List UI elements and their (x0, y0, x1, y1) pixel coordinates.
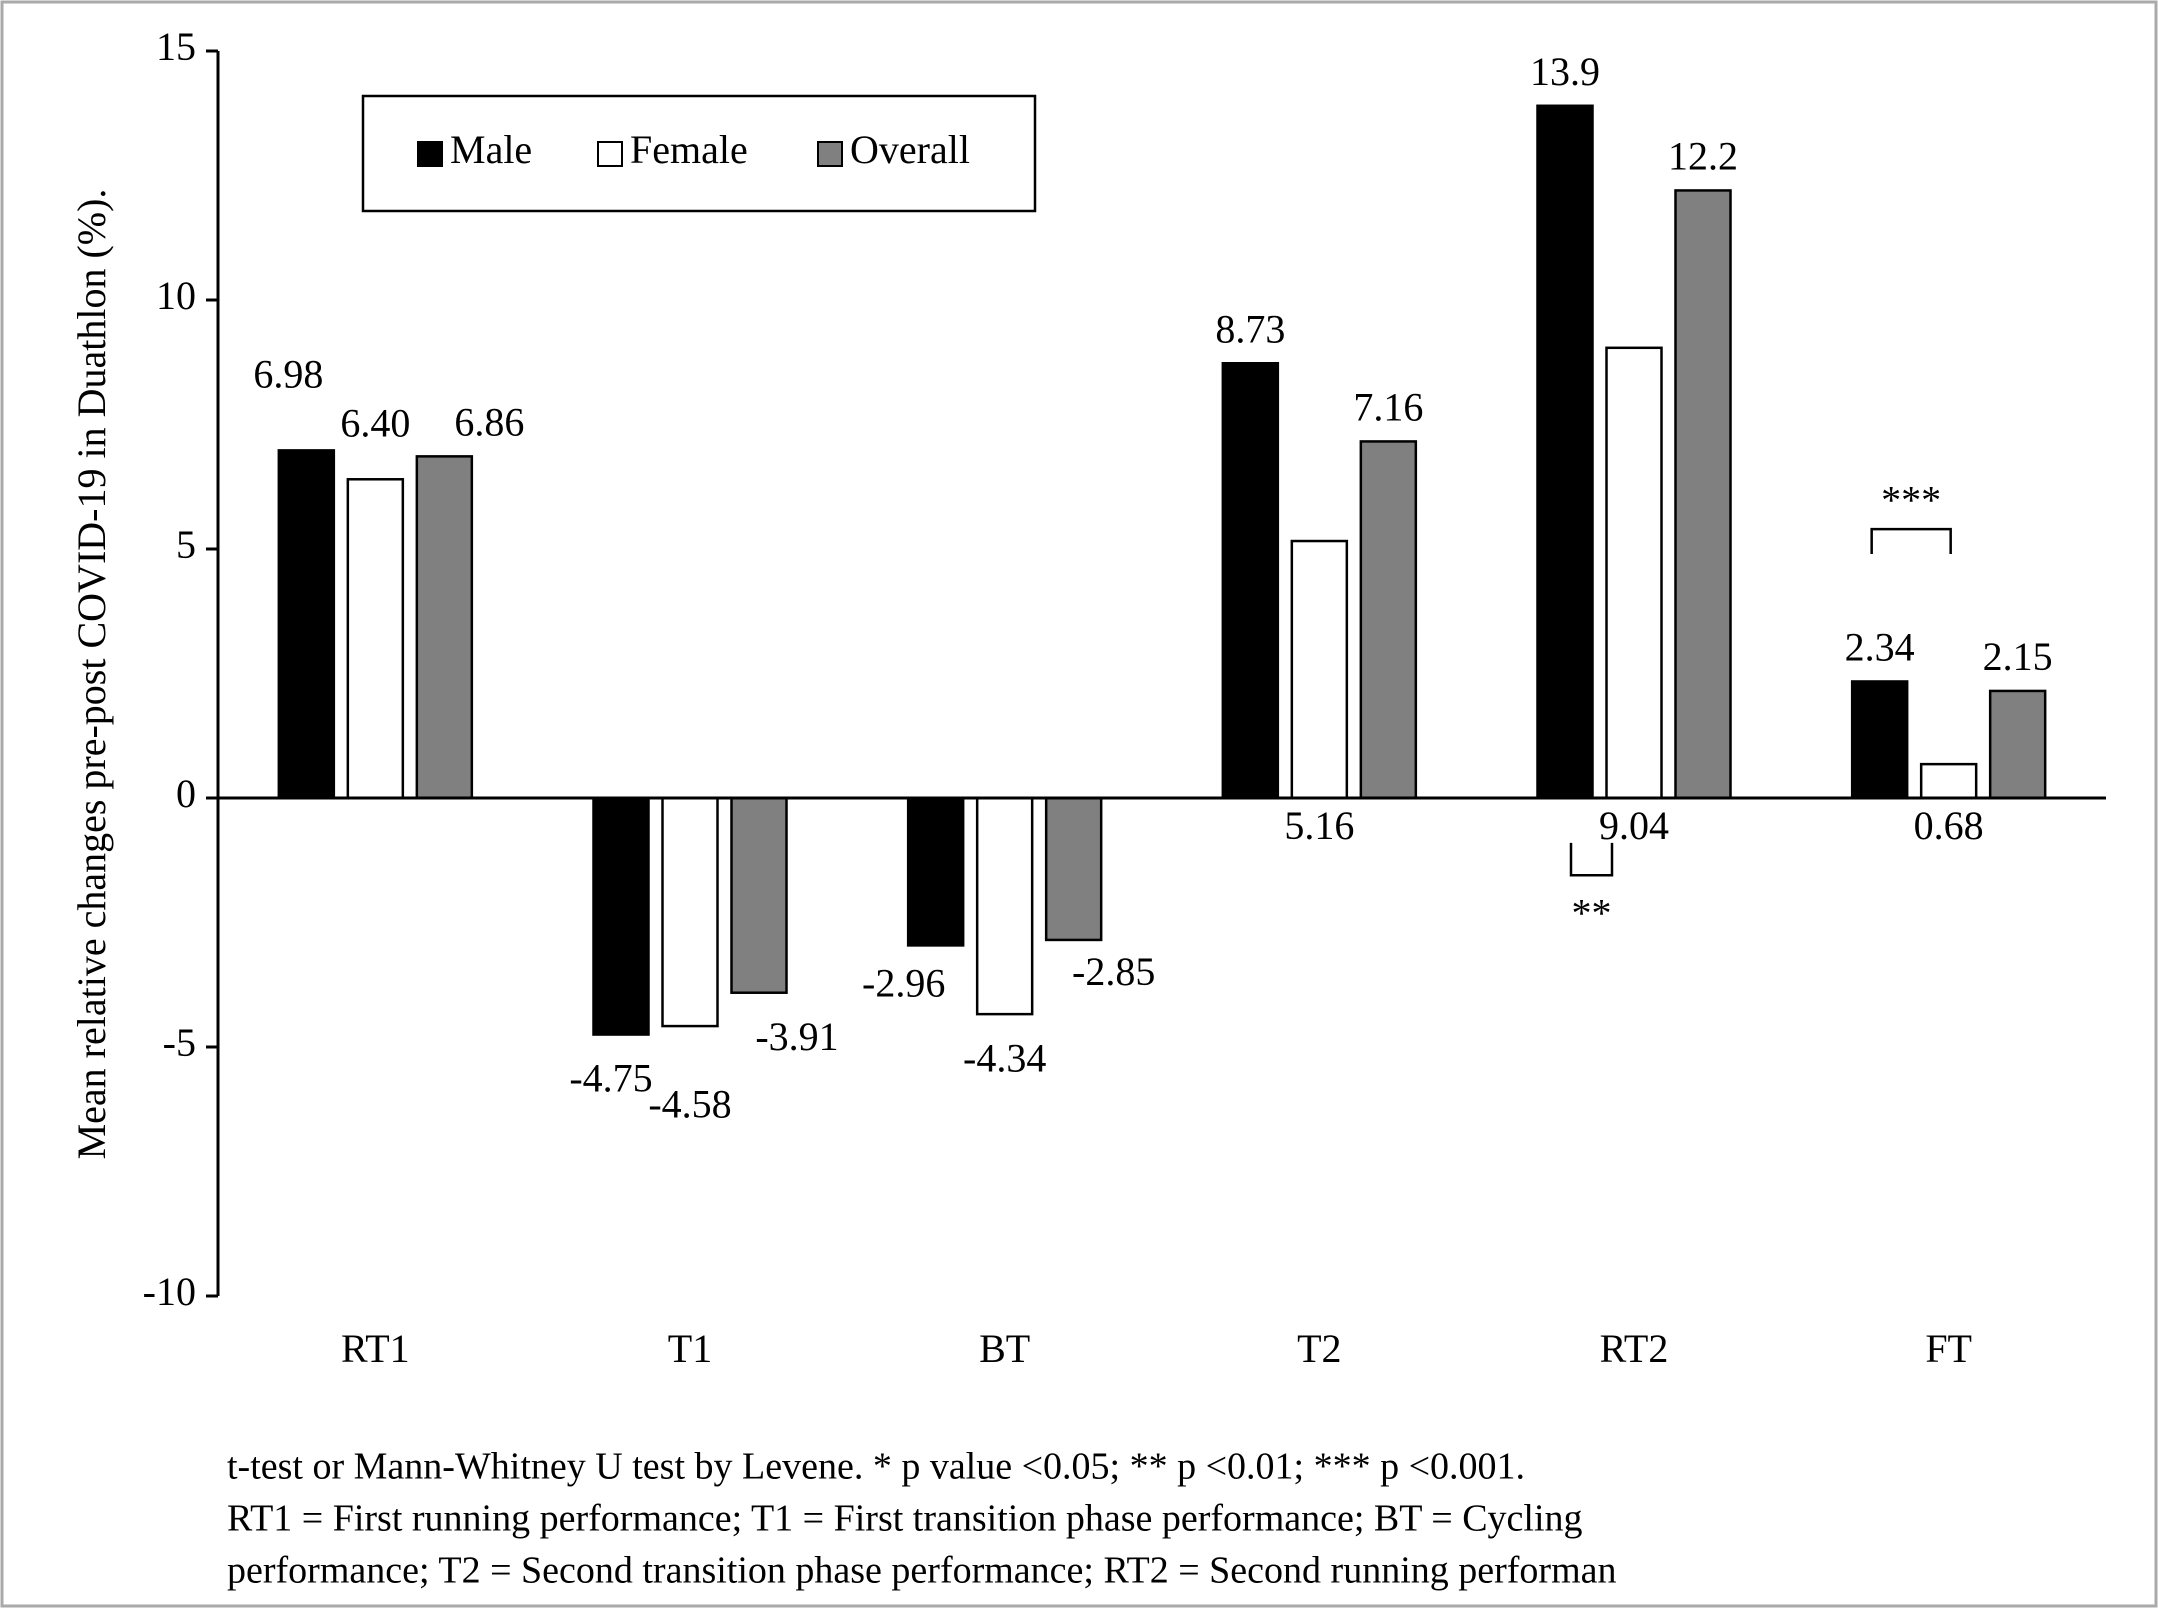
x-tick-label: RT2 (1600, 1326, 1669, 1371)
bracket (1870, 527, 1952, 554)
bar (346, 478, 405, 800)
value-label: -4.34 (963, 1035, 1046, 1080)
legend-box (361, 94, 1037, 213)
bar (975, 796, 1034, 1016)
y-tick-label: -5 (163, 1020, 196, 1065)
annotation: *** (1881, 477, 1941, 522)
value-label: 6.98 (253, 352, 323, 397)
y-tick-label: -10 (143, 1269, 196, 1314)
legend-label: Overall (850, 127, 970, 172)
bar (1850, 680, 1909, 800)
value-label: -4.75 (569, 1056, 652, 1101)
value-label: 0.68 (1914, 803, 1984, 848)
bar (1919, 762, 1978, 800)
bar (906, 796, 965, 947)
bar (730, 796, 788, 994)
x-tick-label: T2 (1297, 1326, 1341, 1371)
annotation: ** (1572, 891, 1612, 936)
y-axis-label: Mean relative changes pre-post COVID-19 … (69, 189, 114, 1160)
x-tick-label: FT (1925, 1326, 1972, 1371)
bar (1988, 689, 2047, 800)
bar (1221, 361, 1280, 800)
bar (661, 796, 719, 1028)
y-tick-label: 10 (156, 273, 196, 318)
bracket (1569, 842, 1614, 877)
value-label: 12.2 (1668, 134, 1738, 179)
legend-swatch (817, 141, 843, 167)
value-label: 6.86 (454, 400, 524, 445)
bar (1674, 189, 1732, 800)
legend-swatch (417, 141, 443, 167)
value-label: 5.16 (1284, 803, 1354, 848)
bar (415, 455, 474, 800)
legend-swatch (597, 141, 623, 167)
x-tick-label: RT1 (341, 1326, 410, 1371)
bar (1359, 440, 1418, 800)
footnote: RT1 = First running performance; T1 = Fi… (227, 1498, 1583, 1540)
value-label: 6.40 (340, 400, 410, 445)
legend-label: Male (450, 127, 532, 172)
value-label: 9.04 (1599, 803, 1669, 848)
bar (1536, 104, 1594, 800)
footnote: t-test or Mann-Whitney U test by Levene.… (227, 1446, 1525, 1488)
value-label: 7.16 (1353, 385, 1423, 430)
y-tick-label: 15 (156, 24, 196, 69)
y-tick-label: 5 (176, 522, 196, 567)
value-label: -2.96 (862, 961, 945, 1006)
bar (1290, 539, 1349, 800)
legend-label: Female (630, 127, 748, 172)
bar (1605, 346, 1663, 800)
value-label: 2.15 (1983, 634, 2053, 679)
value-label: -3.91 (755, 1014, 838, 1059)
bar (592, 796, 650, 1036)
x-tick-label: BT (979, 1326, 1030, 1371)
value-label: 8.73 (1215, 306, 1285, 351)
bar (1044, 796, 1103, 942)
value-label: 2.34 (1845, 625, 1915, 670)
value-label: 13.9 (1530, 49, 1600, 94)
value-label: -2.85 (1072, 949, 1155, 994)
footnote: performance; T2 = Second transition phas… (227, 1550, 1617, 1592)
value-label: -4.58 (648, 1081, 731, 1126)
x-tick-label: T1 (668, 1326, 712, 1371)
y-tick-label: 0 (176, 771, 196, 816)
bar (277, 449, 336, 800)
